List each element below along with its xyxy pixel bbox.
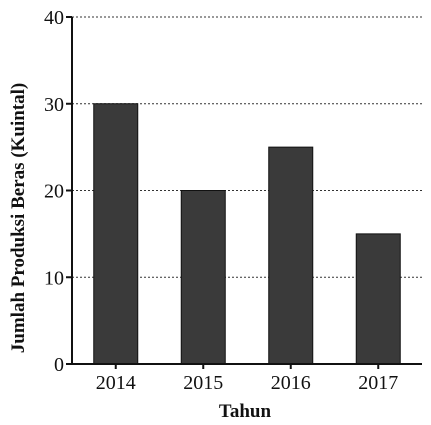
x-ticks: 2014 2015 2016 2017 xyxy=(96,364,398,394)
bars xyxy=(93,103,401,365)
y-tick-label: 0 xyxy=(54,354,64,376)
bar-2015 xyxy=(180,190,226,365)
x-tick-label: 2015 xyxy=(183,372,223,394)
x-tick-label: 2014 xyxy=(96,372,136,394)
y-tick-label: 40 xyxy=(44,7,64,29)
y-axis-title: Jumlah Produksi Beras (Kuintal) xyxy=(8,83,29,353)
x-axis-title: Tahun xyxy=(219,401,272,422)
y-ticks: 0 10 20 30 40 xyxy=(44,7,72,376)
y-tick-label: 20 xyxy=(44,181,64,203)
y-tick-label: 10 xyxy=(44,267,64,289)
x-tick-label: 2016 xyxy=(271,372,311,394)
y-tick-label: 30 xyxy=(44,94,64,116)
bar-2017 xyxy=(355,233,401,365)
x-tick-label: 2017 xyxy=(358,372,398,394)
bar-2016 xyxy=(268,146,314,365)
bar-2014 xyxy=(93,103,139,365)
